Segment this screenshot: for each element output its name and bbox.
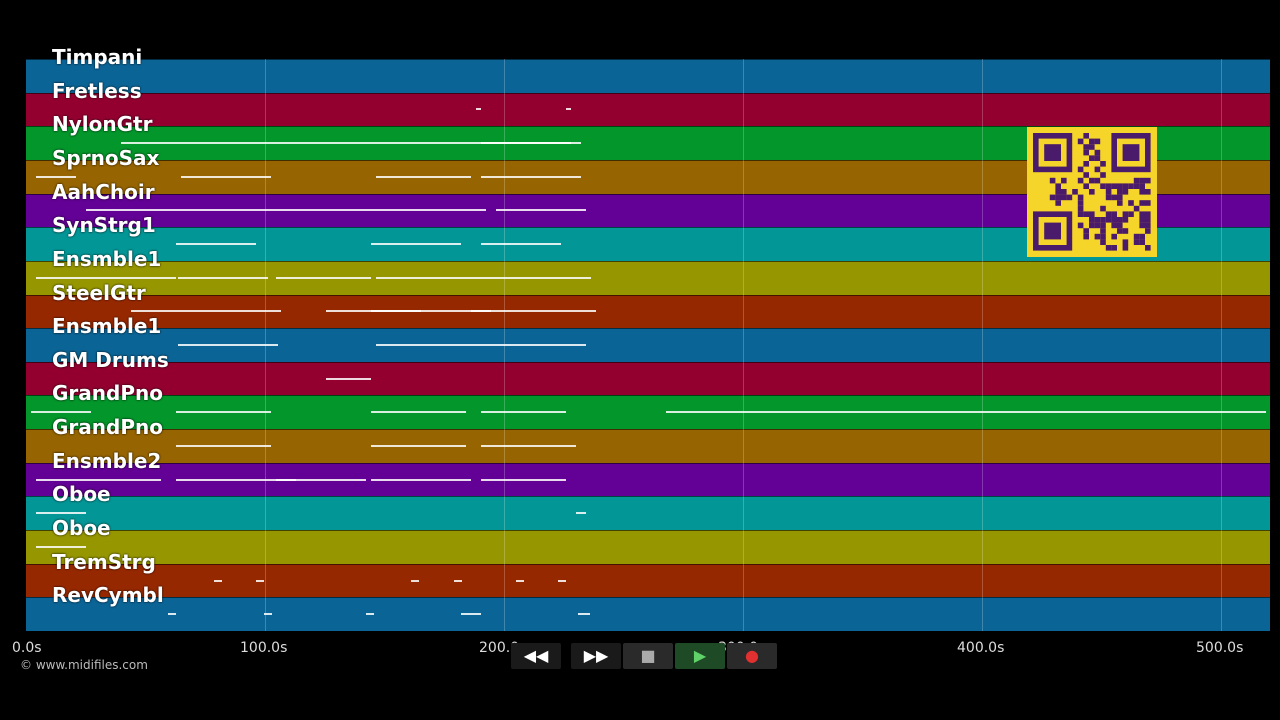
note-bar (371, 444, 466, 447)
track-label: NylonGtr (52, 112, 153, 137)
rewind-button[interactable]: ◀◀ (511, 643, 561, 669)
note-bar (471, 310, 596, 313)
time-tick-label: 100.0s (240, 640, 288, 656)
note-bar (176, 411, 271, 414)
note-bar (471, 276, 591, 279)
note-bar (461, 613, 481, 616)
track-label: Oboe (52, 516, 111, 541)
grid-line (1221, 59, 1222, 631)
track-lane (26, 563, 1270, 598)
track-label: SteelGtr (52, 280, 146, 305)
note-bar (481, 444, 576, 447)
rewind-icon: ◀◀ (523, 646, 549, 665)
note-bar (481, 411, 566, 414)
note-bar (176, 444, 271, 447)
track-label: AahChoir (52, 179, 155, 204)
note-bar (578, 613, 590, 616)
note-bar (481, 243, 561, 246)
note-bar (36, 512, 86, 515)
note-bar (36, 478, 161, 481)
note-bar (264, 613, 272, 616)
note-bar (176, 478, 296, 481)
note-bar (481, 344, 586, 346)
note-bar (366, 613, 374, 616)
note-bar (481, 142, 581, 145)
time-tick-label: 500.0s (1196, 640, 1244, 656)
track-label: Oboe (52, 482, 111, 507)
track-label: Ensmble2 (52, 448, 162, 473)
note-bar (371, 310, 491, 313)
note-bar (371, 411, 466, 414)
note-bar (454, 579, 462, 582)
track-label: GM Drums (52, 347, 169, 372)
note-bar (276, 276, 371, 279)
note-bar (576, 512, 586, 515)
note-bar (276, 478, 366, 481)
note-bar (36, 276, 176, 279)
note-bar (376, 175, 471, 178)
track-lane (26, 361, 1270, 396)
note-bar (371, 243, 461, 246)
note-bar (168, 613, 176, 616)
note-bar (496, 209, 586, 212)
note-bar (558, 579, 566, 582)
note-bar (566, 108, 571, 111)
track-label: GrandPno (52, 381, 163, 406)
note-bar (476, 108, 481, 111)
track-label: Ensmble1 (52, 246, 162, 271)
note-bar (176, 243, 256, 246)
note-bar (181, 175, 271, 178)
note-bar (214, 579, 222, 582)
track-label: TremStrg (52, 549, 156, 574)
note-bar (36, 545, 86, 548)
stop-button[interactable]: ■ (623, 643, 673, 669)
track-label: SynStrg1 (52, 213, 156, 238)
fast-forward-button[interactable]: ▶▶ (571, 643, 621, 669)
note-bar (256, 579, 264, 582)
note-bar (326, 377, 371, 380)
note-bar (376, 344, 481, 346)
note-bar (516, 579, 524, 582)
grid-line (743, 59, 744, 631)
track-lane (26, 92, 1270, 127)
track-label: Ensmble1 (52, 314, 162, 339)
note-bar (371, 478, 471, 481)
track-lane (26, 59, 1270, 93)
copyright-text: © www.midifiles.com (20, 658, 148, 672)
track-label: RevCymbl (52, 583, 164, 608)
qr-pattern (1033, 133, 1151, 251)
time-tick-label: 0.0s (12, 640, 42, 656)
note-bar (131, 310, 281, 313)
note-bar (86, 209, 486, 212)
note-bar (481, 478, 566, 481)
play-icon: ▶ (693, 646, 707, 665)
note-bar (411, 579, 419, 582)
note-bar (31, 411, 91, 414)
stop-icon: ■ (640, 646, 656, 665)
track-lane (26, 530, 1270, 564)
record-button[interactable]: ● (727, 643, 777, 669)
track-lane (26, 496, 1270, 531)
track-label: Fretless (52, 78, 142, 103)
note-bar (121, 142, 571, 145)
track-label: SprnoSax (52, 145, 160, 170)
grid-line (982, 59, 983, 631)
track-label: GrandPno (52, 415, 163, 440)
note-bar (666, 411, 1266, 414)
note-bar (481, 175, 581, 178)
note-bar (376, 276, 471, 279)
note-bar (178, 344, 278, 346)
track-label: Timpani (52, 45, 143, 69)
time-tick-label: 400.0s (957, 640, 1005, 656)
record-icon: ● (745, 646, 759, 665)
fast-forward-icon: ▶▶ (583, 646, 609, 665)
note-bar (36, 175, 76, 178)
qr-code-icon (1027, 127, 1157, 257)
play-button[interactable]: ▶ (675, 643, 725, 669)
note-bar (178, 276, 268, 279)
track-lane (26, 597, 1270, 631)
